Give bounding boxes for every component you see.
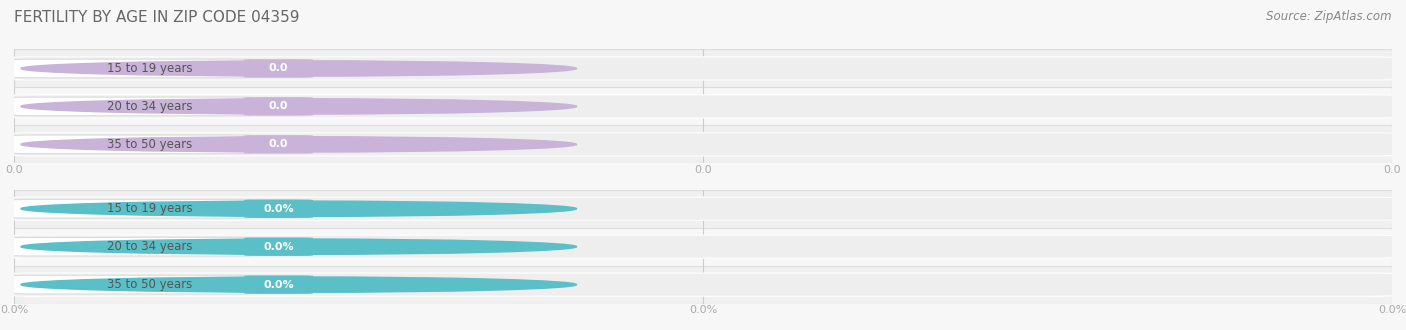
Text: 0.0: 0.0 bbox=[269, 139, 288, 149]
Text: 20 to 34 years: 20 to 34 years bbox=[107, 240, 193, 253]
FancyBboxPatch shape bbox=[11, 135, 253, 154]
Text: 0.0%: 0.0% bbox=[263, 204, 294, 214]
FancyBboxPatch shape bbox=[14, 50, 1392, 87]
Text: 20 to 34 years: 20 to 34 years bbox=[107, 100, 193, 113]
Text: 15 to 19 years: 15 to 19 years bbox=[107, 62, 193, 75]
Circle shape bbox=[21, 137, 576, 152]
FancyBboxPatch shape bbox=[11, 97, 253, 116]
Circle shape bbox=[21, 239, 576, 254]
Text: 0.0: 0.0 bbox=[1384, 165, 1400, 175]
Text: 35 to 50 years: 35 to 50 years bbox=[107, 278, 193, 291]
Circle shape bbox=[21, 61, 576, 76]
Text: 15 to 19 years: 15 to 19 years bbox=[107, 202, 193, 215]
Circle shape bbox=[21, 99, 576, 114]
FancyBboxPatch shape bbox=[14, 87, 1392, 125]
Text: 0.0%: 0.0% bbox=[0, 305, 28, 315]
FancyBboxPatch shape bbox=[245, 275, 314, 294]
Circle shape bbox=[21, 201, 576, 216]
FancyBboxPatch shape bbox=[245, 199, 314, 218]
FancyBboxPatch shape bbox=[14, 266, 1392, 304]
Text: 0.0: 0.0 bbox=[695, 165, 711, 175]
Text: FERTILITY BY AGE IN ZIP CODE 04359: FERTILITY BY AGE IN ZIP CODE 04359 bbox=[14, 10, 299, 25]
FancyBboxPatch shape bbox=[245, 97, 314, 116]
Text: 0.0%: 0.0% bbox=[263, 242, 294, 252]
Text: 0.0%: 0.0% bbox=[1378, 305, 1406, 315]
Text: 35 to 50 years: 35 to 50 years bbox=[107, 138, 193, 151]
FancyBboxPatch shape bbox=[14, 190, 1392, 228]
Text: 0.0: 0.0 bbox=[269, 101, 288, 112]
FancyBboxPatch shape bbox=[11, 273, 1395, 296]
FancyBboxPatch shape bbox=[11, 57, 1395, 80]
Circle shape bbox=[21, 277, 576, 292]
Text: 0.0: 0.0 bbox=[6, 165, 22, 175]
FancyBboxPatch shape bbox=[11, 199, 253, 218]
FancyBboxPatch shape bbox=[245, 135, 314, 154]
FancyBboxPatch shape bbox=[11, 197, 1395, 220]
FancyBboxPatch shape bbox=[11, 275, 253, 294]
FancyBboxPatch shape bbox=[11, 235, 1395, 258]
FancyBboxPatch shape bbox=[11, 95, 1395, 118]
FancyBboxPatch shape bbox=[14, 228, 1392, 266]
Text: 0.0%: 0.0% bbox=[263, 280, 294, 290]
FancyBboxPatch shape bbox=[11, 237, 253, 256]
FancyBboxPatch shape bbox=[11, 59, 253, 78]
FancyBboxPatch shape bbox=[245, 237, 314, 256]
Text: 0.0: 0.0 bbox=[269, 63, 288, 74]
FancyBboxPatch shape bbox=[14, 125, 1392, 163]
FancyBboxPatch shape bbox=[11, 133, 1395, 156]
Text: 0.0%: 0.0% bbox=[689, 305, 717, 315]
Text: Source: ZipAtlas.com: Source: ZipAtlas.com bbox=[1267, 10, 1392, 23]
FancyBboxPatch shape bbox=[245, 59, 314, 78]
